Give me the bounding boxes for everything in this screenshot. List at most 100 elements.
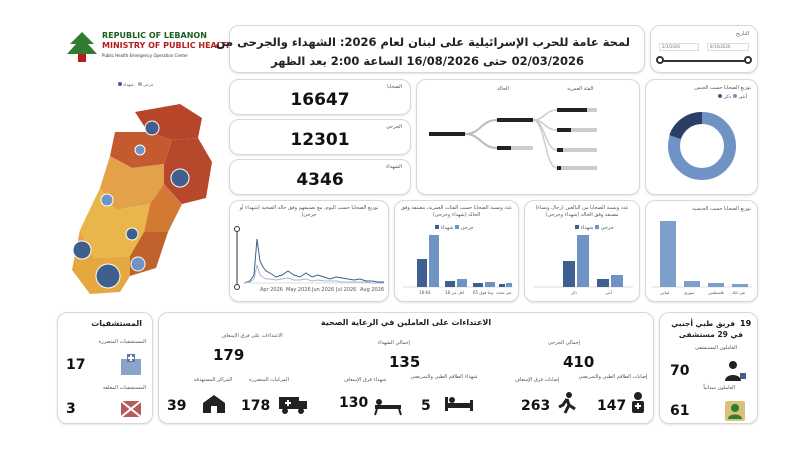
foreign-teams-title-a: فريق طبي أجنبي <box>671 319 735 328</box>
decomposition-tree-panel[interactable]: الحالة الفئة العمرية <box>416 79 640 195</box>
running-paramedic-icon <box>558 392 576 414</box>
time-x-tick-1: Apr 2026 <box>260 287 283 293</box>
foreign-teams-count: 19 <box>740 319 752 328</box>
page-title-line1: لمحة عامة للحرب الإسرائيلية على لبنان لع… <box>215 35 630 49</box>
lebanon-map: جرحى شهداء <box>60 80 225 305</box>
cedar-logo-icon <box>67 32 97 62</box>
title-panel: لمحة عامة للحرب الإسرائيلية على لبنان لع… <box>216 25 645 73</box>
foreign-teams-title-b: في 29 مستشفى <box>678 330 743 339</box>
map-region-baalbek <box>164 138 212 204</box>
adult-legend-a: جرحى <box>600 225 614 231</box>
date-slider-handle-end[interactable] <box>744 56 752 64</box>
tree-header-a: الحالة <box>497 86 509 92</box>
adult-bar-male-b <box>577 235 589 287</box>
vehicles-value: 178 <box>241 398 271 414</box>
map-legend: جرحى شهداء <box>118 82 154 87</box>
age-cat-1: 18-64 <box>419 290 431 295</box>
date-to[interactable]: 8/16/2026 <box>707 43 749 51</box>
hospitals-affected-value: 17 <box>66 357 86 373</box>
age-cat-4: غير محدد <box>496 290 511 295</box>
age-chart-title: عدد ونسبة الضحايا حسب الفئات العمرية، مص… <box>400 205 513 218</box>
hospital-bed-icon <box>445 397 473 411</box>
total-martyrs-label: إجمالي الشهداء <box>377 340 411 346</box>
nationality-chart: لبناني سوري فلسطيني غير ذلك <box>652 221 752 295</box>
age-bar-2-b <box>457 279 467 287</box>
page-title-line2: 02/03/2026 حتى 16/08/2026 الساعة 2:00 بع… <box>271 54 584 68</box>
date-filter-panel[interactable]: التاريخ 2/3/2026 8/16/2026 <box>650 25 758 73</box>
hospital-building-icon <box>121 354 141 375</box>
age-legend-b: شهداء <box>440 225 454 231</box>
health-workers-panel: الاعتداءات على العاملين في الرعاية الصحي… <box>158 312 654 424</box>
tree-node-martyrs <box>497 146 511 150</box>
medical-injured-label: إصابات الطاقم الطبي والتمريضي <box>578 374 648 380</box>
map-marker-bekaa <box>125 227 139 241</box>
date-slider-handle-start[interactable] <box>656 56 664 64</box>
donut-legend-male: ذكر <box>723 94 732 100</box>
map-legend-a: جرحى <box>143 82 154 87</box>
date-slider[interactable] <box>661 60 749 62</box>
total-injured-value: 410 <box>563 353 595 371</box>
map-marker-mount <box>100 193 114 207</box>
martyrs-label: الشهداء <box>385 164 402 170</box>
age-bar-3-b <box>485 282 495 287</box>
ambulance-icon <box>279 397 307 414</box>
decomposition-tree <box>429 108 597 170</box>
tree-leaf-2 <box>557 128 571 132</box>
donut-slice-female <box>669 112 703 140</box>
map-marker-south-west <box>72 240 92 260</box>
adult-bar-female-a <box>597 279 609 287</box>
ministry-line3: Public Health Emergency Operation Center <box>102 53 188 58</box>
adult-bar-male-a <box>563 261 575 287</box>
time-chart-title: توزيع الضحايا حسب اليوم، مع تصنيفهم وفق … <box>239 205 379 218</box>
daily-victims-chart: Apr 2026 May 2026 Jun 2026 Jul 2026 Aug … <box>234 226 384 293</box>
age-cat-3: 65 وما فوق <box>473 290 493 295</box>
ambulance-martyrs-label: شهداء فرق الإسعاف <box>343 377 387 383</box>
gender-donut-panel: توزيع الضحايا حسب الجنس أنثى ذكر <box>645 79 758 195</box>
age-group-chart: 18-64 أقل من 18 65 وما فوق غير محدد <box>403 235 513 295</box>
damaged-center-icon <box>203 395 225 413</box>
adults-status-chart: ذكر أنثى <box>533 235 633 295</box>
age-bar-2-a <box>445 281 455 287</box>
victims-label: الضحايا <box>387 84 402 90</box>
attacks-value: 179 <box>213 346 245 364</box>
martyrs-card: الشهداء 4346 <box>229 159 411 195</box>
map-region-mount-lebanon <box>100 156 164 210</box>
nat-bar-3 <box>708 283 724 287</box>
tree-leaf-3 <box>557 148 563 152</box>
attacks-label: الاعتداءات على فرق الإسعاف <box>221 333 283 339</box>
field-staff-value: 61 <box>670 403 690 419</box>
daily-victims-panel: توزيع الضحايا حسب اليوم، مع تصنيفهم وفق … <box>229 200 389 302</box>
total-martyrs-value: 135 <box>389 353 421 371</box>
victims-card: الضحايا 16647 <box>229 79 411 115</box>
adult-cat-male: ذكر <box>570 290 577 295</box>
stretcher-icon <box>374 399 402 416</box>
ambulance-injured-label: إصابات فرق الإسعاف <box>514 377 560 383</box>
hospitals-panel: المستشفيات المستشفيات المتضررة 17 المستش… <box>57 312 153 424</box>
map-marker-akkar <box>144 120 160 136</box>
hospitals-title: المستشفيات <box>91 319 142 328</box>
nat-cat-2: سوري <box>684 290 695 295</box>
map-marker-south <box>95 263 121 289</box>
age-legend-a: جرحى <box>460 225 474 231</box>
medical-injured-value: 147 <box>597 398 627 414</box>
ministry-line2: MINISTRY OF PUBLIC HEALTH <box>102 41 233 50</box>
injured-value: 12301 <box>290 130 350 150</box>
field-staff-label: العاملون ميدانياً <box>703 385 735 391</box>
date-from[interactable]: 2/3/2026 <box>659 43 699 51</box>
hospitals-affected-label: المستشفيات المتضررة <box>98 339 146 345</box>
tree-header-b: الفئة العمرية <box>567 86 594 92</box>
donut-title: توزيع الضحايا حسب الجنس <box>694 85 751 91</box>
donut-legend-female: أنثى <box>738 94 747 100</box>
age-cat-2: أقل من 18 <box>445 290 464 295</box>
age-bar-4-b <box>506 283 512 287</box>
age-bar-1-b <box>429 235 439 287</box>
map-marker-north <box>134 144 146 156</box>
hospital-staff-value: 70 <box>670 363 690 379</box>
map-marker-baalbek <box>170 168 190 188</box>
map-region-south <box>80 188 150 258</box>
hospitals-closed-value: 3 <box>66 401 76 417</box>
doctor-icon <box>725 361 746 381</box>
adult-bar-female-b <box>611 275 623 287</box>
time-x-tick-2: May 2026 <box>286 287 311 293</box>
nat-bar-1 <box>660 221 676 287</box>
